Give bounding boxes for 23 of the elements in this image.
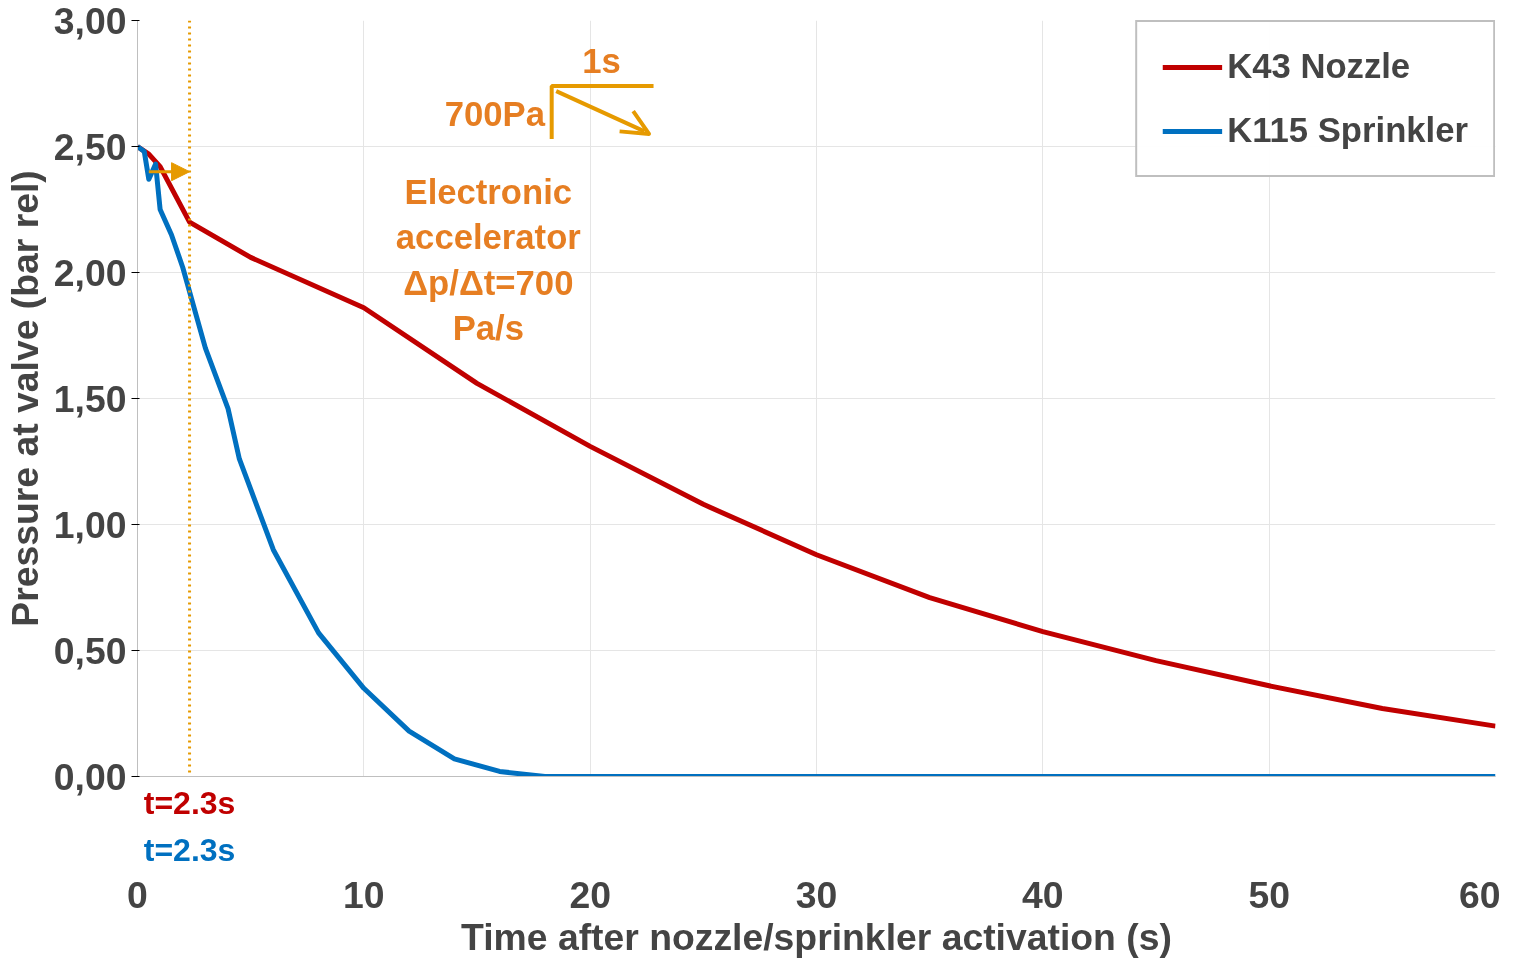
y-axis-title: Pressure at valve (bar rel): [3, 170, 46, 627]
x-tick-label: 40: [1022, 873, 1064, 916]
x-tick-label: 50: [1248, 873, 1290, 916]
y-tick-label: 0,50: [53, 629, 127, 672]
x-tick-label: 0: [127, 873, 148, 916]
legend-label: K43 Nozzle: [1227, 47, 1411, 86]
y-tick-label: 2,00: [53, 251, 127, 294]
legend-label: K115 Sprinkler: [1227, 111, 1468, 150]
x-tick-label: 60: [1458, 873, 1501, 916]
text: t=2.3s: [143, 784, 236, 821]
x-tick-label: 20: [569, 873, 611, 916]
y-tick-label: 2,50: [53, 125, 127, 168]
text: t=2.3s: [143, 831, 236, 868]
x-tick-label: 10: [343, 873, 385, 916]
x-tick-label: 30: [795, 873, 838, 916]
y-tick-label: 0,00: [53, 755, 127, 798]
y-tick-label: 1,50: [53, 377, 127, 420]
annotation: Electronic accelerator Δp/Δt=700 Pa/s: [395, 172, 581, 348]
annotation: 700Pa: [444, 94, 546, 133]
x-axis-title: Time after nozzle/sprinkler activation (s): [461, 915, 1172, 958]
y-tick-label: 1,00: [53, 503, 127, 546]
annotation: 1s: [582, 41, 621, 80]
y-tick-label: 3,00: [53, 0, 127, 42]
